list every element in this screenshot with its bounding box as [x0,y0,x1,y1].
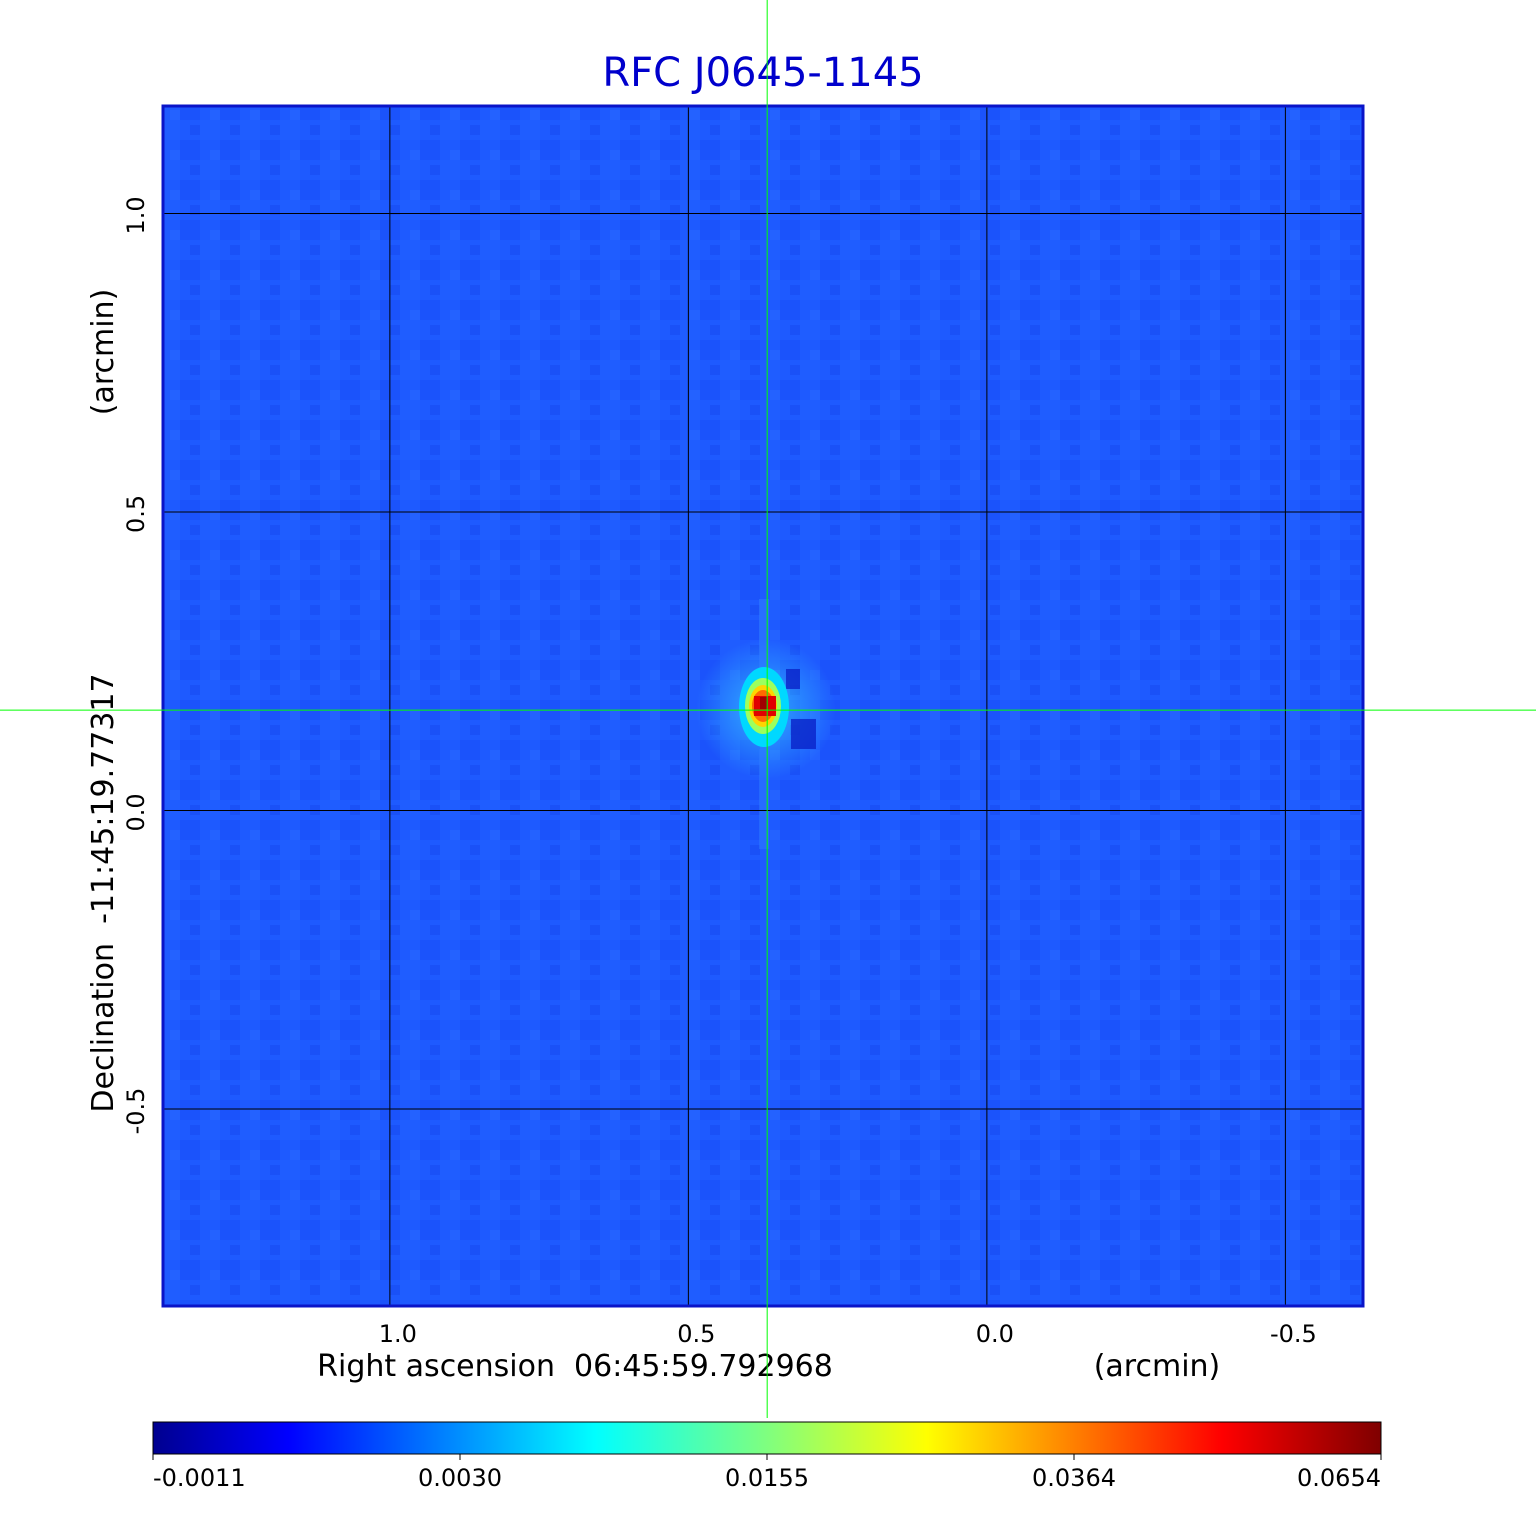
grid-lines [163,106,1363,1306]
colorbar-tick-label: -0.0011 [153,1464,246,1492]
y-tick-labels: 1.0 0.5 0.0 -0.5 [122,196,150,1134]
y-axis-label: Declination -11:45:19.77317 [86,673,121,1112]
x-tick-label: 0.0 [976,1320,1014,1348]
x-axis-unit: (arcmin) [1094,1349,1221,1384]
source-peak-core [759,696,768,709]
source-sidelobe [758,598,769,679]
y-tick-label: 0.5 [122,495,150,533]
y-tick-label: -0.5 [122,1088,150,1135]
source-negative-lobe [785,668,800,689]
chart-title: RFC J0645-1145 [602,50,923,96]
x-tick-label: -0.5 [1270,1320,1317,1348]
y-axis-unit: (arcmin) [86,289,121,416]
colorbar [152,1421,1382,1455]
x-tick-label: 1.0 [379,1320,417,1348]
colorbar-tick-label: 0.0030 [418,1464,502,1492]
source-negative-lobe [790,718,816,749]
x-axis-label: Right ascension 06:45:59.792968 [317,1349,833,1384]
source-sidelobe [758,748,769,849]
x-tick-labels: 1.0 0.5 0.0 -0.5 [379,1320,1317,1348]
radio-source [695,598,836,849]
x-tick-label: 0.5 [677,1320,715,1348]
crosshair [0,0,1536,1418]
plot-frame [161,104,1365,1308]
image-plot-area [163,106,1363,1306]
colorbar-tick-labels: -0.0011 0.0030 0.0155 0.0364 0.0654 [152,1454,1382,1492]
colorbar-tick-label: 0.0364 [1032,1464,1116,1492]
y-tick-label: 1.0 [122,196,150,234]
y-tick-label: 0.0 [122,793,150,831]
colorbar-tick-label: 0.0654 [1297,1464,1381,1492]
colorbar-tick-label: 0.0155 [725,1464,809,1492]
